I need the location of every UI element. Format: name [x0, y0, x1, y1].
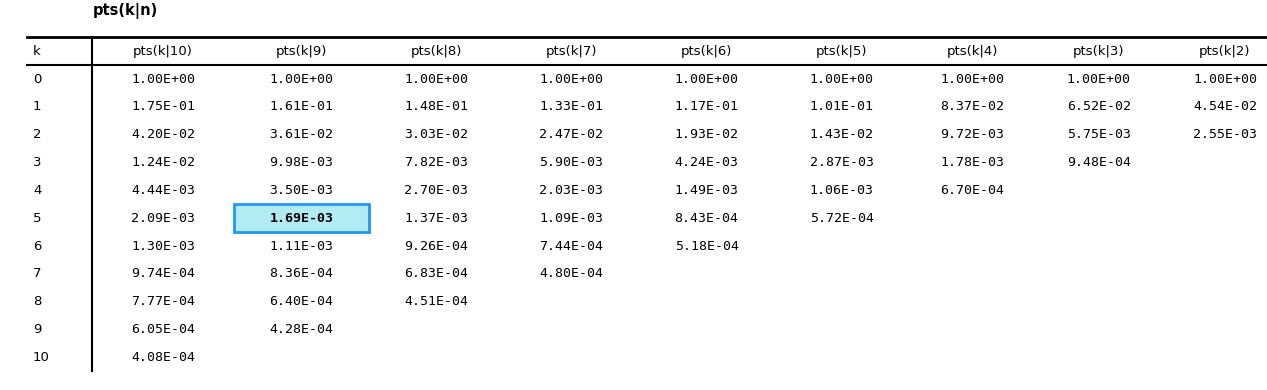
Text: 9.48E-04: 9.48E-04	[1067, 156, 1130, 169]
Text: 6.70E-04: 6.70E-04	[940, 184, 1005, 197]
Text: 9.26E-04: 9.26E-04	[404, 239, 469, 253]
Text: pts(k|7): pts(k|7)	[546, 45, 597, 58]
Text: 4: 4	[33, 184, 42, 197]
Text: 1: 1	[33, 101, 42, 113]
Text: 1.30E-03: 1.30E-03	[131, 239, 195, 253]
Text: 1.00E+00: 1.00E+00	[404, 73, 469, 86]
Text: 1.33E-01: 1.33E-01	[540, 101, 603, 113]
Text: 1.17E-01: 1.17E-01	[674, 101, 739, 113]
Text: 3.03E-02: 3.03E-02	[404, 128, 469, 141]
Text: pts(k|n): pts(k|n)	[92, 3, 157, 19]
Text: 1.61E-01: 1.61E-01	[270, 101, 333, 113]
Text: 8: 8	[33, 295, 42, 308]
Text: 1.00E+00: 1.00E+00	[674, 73, 739, 86]
Text: 6.52E-02: 6.52E-02	[1067, 101, 1130, 113]
Text: pts(k|4): pts(k|4)	[946, 45, 998, 58]
Text: 3.61E-02: 3.61E-02	[270, 128, 333, 141]
Text: 7.44E-04: 7.44E-04	[540, 239, 603, 253]
Text: 1.00E+00: 1.00E+00	[131, 73, 195, 86]
Text: pts(k|8): pts(k|8)	[411, 45, 462, 58]
Text: 7: 7	[33, 268, 42, 280]
Bar	[233, 204, 369, 232]
Text: 6.40E-04: 6.40E-04	[270, 295, 333, 308]
Text: 8.43E-04: 8.43E-04	[674, 212, 739, 225]
Text: 1.00E+00: 1.00E+00	[540, 73, 603, 86]
Text: 9.74E-04: 9.74E-04	[131, 268, 195, 280]
Text: 1.48E-01: 1.48E-01	[404, 101, 469, 113]
Text: 4.20E-02: 4.20E-02	[131, 128, 195, 141]
Text: 1.11E-03: 1.11E-03	[270, 239, 333, 253]
Text: pts(k|2): pts(k|2)	[1199, 45, 1251, 58]
Text: 0: 0	[33, 73, 42, 86]
Text: 2.55E-03: 2.55E-03	[1194, 128, 1257, 141]
Text: 1.24E-02: 1.24E-02	[131, 156, 195, 169]
Text: 9.98E-03: 9.98E-03	[270, 156, 333, 169]
Text: pts(k|3): pts(k|3)	[1073, 45, 1124, 58]
Text: 1.75E-01: 1.75E-01	[131, 101, 195, 113]
Text: 1.09E-03: 1.09E-03	[540, 212, 603, 225]
Text: 9: 9	[33, 323, 42, 336]
Text: 7.77E-04: 7.77E-04	[131, 295, 195, 308]
Text: k: k	[33, 45, 41, 58]
Text: 9.72E-03: 9.72E-03	[940, 128, 1005, 141]
Text: 2: 2	[33, 128, 42, 141]
Text: 2.70E-03: 2.70E-03	[404, 184, 469, 197]
Text: 5: 5	[33, 212, 42, 225]
Text: 2.87E-03: 2.87E-03	[810, 156, 874, 169]
Text: 1.00E+00: 1.00E+00	[1067, 73, 1130, 86]
Text: 3: 3	[33, 156, 42, 169]
Text: 2.03E-03: 2.03E-03	[540, 184, 603, 197]
Text: 1.00E+00: 1.00E+00	[940, 73, 1005, 86]
Text: 5.72E-04: 5.72E-04	[810, 212, 874, 225]
Text: 4.54E-02: 4.54E-02	[1194, 101, 1257, 113]
Text: 1.78E-03: 1.78E-03	[940, 156, 1005, 169]
Text: 1.37E-03: 1.37E-03	[404, 212, 469, 225]
Text: 4.08E-04: 4.08E-04	[131, 351, 195, 364]
Text: pts(k|9): pts(k|9)	[276, 45, 327, 58]
Text: pts(k|6): pts(k|6)	[680, 45, 732, 58]
Text: 1.06E-03: 1.06E-03	[810, 184, 874, 197]
Text: 7.82E-03: 7.82E-03	[404, 156, 469, 169]
Text: 2.09E-03: 2.09E-03	[131, 212, 195, 225]
Text: 4.44E-03: 4.44E-03	[131, 184, 195, 197]
Text: 6.05E-04: 6.05E-04	[131, 323, 195, 336]
Text: 2.47E-02: 2.47E-02	[540, 128, 603, 141]
Text: 8.36E-04: 8.36E-04	[270, 268, 333, 280]
Text: 4.24E-03: 4.24E-03	[674, 156, 739, 169]
Bar	[233, 204, 369, 232]
Text: 1.43E-02: 1.43E-02	[810, 128, 874, 141]
Text: 4.28E-04: 4.28E-04	[270, 323, 333, 336]
Text: 5.18E-04: 5.18E-04	[674, 239, 739, 253]
Text: 1.00E+00: 1.00E+00	[1194, 73, 1257, 86]
Text: 1.01E-01: 1.01E-01	[810, 101, 874, 113]
Text: pts(k|10): pts(k|10)	[133, 45, 193, 58]
Text: pts(k|5): pts(k|5)	[816, 45, 868, 58]
Text: 4.80E-04: 4.80E-04	[540, 268, 603, 280]
Text: 1.00E+00: 1.00E+00	[810, 73, 874, 86]
Text: 1.93E-02: 1.93E-02	[674, 128, 739, 141]
Text: 8.37E-02: 8.37E-02	[940, 101, 1005, 113]
Text: 1.49E-03: 1.49E-03	[674, 184, 739, 197]
Text: 5.75E-03: 5.75E-03	[1067, 128, 1130, 141]
Text: 6: 6	[33, 239, 42, 253]
Text: 6.83E-04: 6.83E-04	[404, 268, 469, 280]
Text: 1.00E+00: 1.00E+00	[270, 73, 333, 86]
Text: 5.90E-03: 5.90E-03	[540, 156, 603, 169]
Text: 4.51E-04: 4.51E-04	[404, 295, 469, 308]
Text: 10: 10	[33, 351, 49, 364]
Text: 3.50E-03: 3.50E-03	[270, 184, 333, 197]
Text: 1.69E-03: 1.69E-03	[270, 212, 333, 225]
